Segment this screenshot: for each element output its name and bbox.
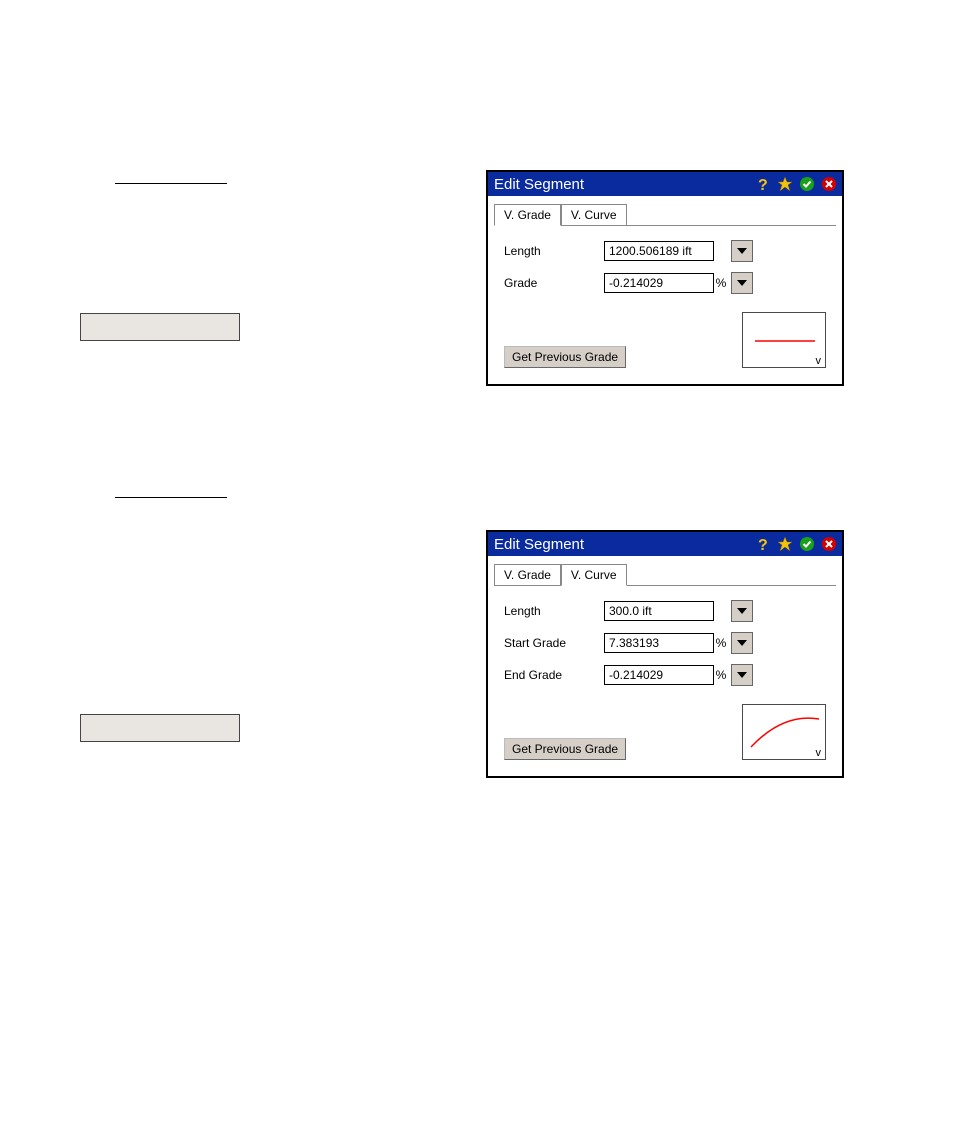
start-grade-input[interactable] xyxy=(604,633,714,653)
get-previous-grade-button[interactable]: Get Previous Grade xyxy=(504,346,626,368)
dialog-titlebar: Edit Segment ? xyxy=(488,172,842,196)
preview-box: v xyxy=(742,312,826,368)
form-area: Length Start Grade % End Grade % xyxy=(494,594,836,770)
decor-line-2 xyxy=(115,497,227,498)
star-icon[interactable] xyxy=(776,175,794,193)
help-icon[interactable]: ? xyxy=(754,175,772,193)
edit-segment-dialog-curve: Edit Segment ? V. Grade V. Curve Length xyxy=(486,530,844,778)
tab-v-curve[interactable]: V. Curve xyxy=(561,564,627,586)
start-grade-dropdown-button[interactable] xyxy=(731,632,753,654)
dialog-title: Edit Segment xyxy=(494,536,754,553)
tab-v-curve[interactable]: V. Curve xyxy=(561,204,627,225)
tab-v-grade[interactable]: V. Grade xyxy=(494,564,561,585)
svg-text:?: ? xyxy=(758,177,768,192)
end-grade-input[interactable] xyxy=(604,665,714,685)
tab-v-grade[interactable]: V. Grade xyxy=(494,204,561,226)
close-icon[interactable] xyxy=(820,535,838,553)
length-dropdown-button[interactable] xyxy=(731,600,753,622)
star-icon[interactable] xyxy=(776,535,794,553)
grade-row: Grade % xyxy=(504,272,826,294)
bottom-row: Get Previous Grade v xyxy=(504,312,826,368)
end-grade-row: End Grade % xyxy=(504,664,826,686)
length-input[interactable] xyxy=(604,601,714,621)
grade-dropdown-button[interactable] xyxy=(731,272,753,294)
length-dropdown-button[interactable] xyxy=(731,240,753,262)
close-icon[interactable] xyxy=(820,175,838,193)
start-grade-row: Start Grade % xyxy=(504,632,826,654)
end-grade-dropdown-button[interactable] xyxy=(731,664,753,686)
accept-icon[interactable] xyxy=(798,175,816,193)
start-grade-unit: % xyxy=(714,636,728,650)
dialog-body: V. Grade V. Curve Length Grade % xyxy=(488,196,842,384)
tab-row: V. Grade V. Curve xyxy=(494,202,836,226)
decor-box-1 xyxy=(80,313,240,341)
get-previous-grade-button[interactable]: Get Previous Grade xyxy=(504,738,626,760)
length-row: Length xyxy=(504,600,826,622)
svg-text:?: ? xyxy=(758,537,768,552)
decor-box-2 xyxy=(80,714,240,742)
accept-icon[interactable] xyxy=(798,535,816,553)
preview-axis-label: v xyxy=(816,747,822,759)
length-input[interactable] xyxy=(604,241,714,261)
length-row: Length xyxy=(504,240,826,262)
end-grade-unit: % xyxy=(714,668,728,682)
edit-segment-dialog-grade: Edit Segment ? V. Grade V. Curve Length xyxy=(486,170,844,386)
start-grade-label: Start Grade xyxy=(504,636,604,650)
form-area: Length Grade % Get Previous Grade xyxy=(494,234,836,378)
dialog-title: Edit Segment xyxy=(494,176,754,193)
preview-axis-label: v xyxy=(816,355,822,367)
preview-box: v xyxy=(742,704,826,760)
grade-input[interactable] xyxy=(604,273,714,293)
grade-unit: % xyxy=(714,276,728,290)
grade-label: Grade xyxy=(504,276,604,290)
length-label: Length xyxy=(504,604,604,618)
end-grade-label: End Grade xyxy=(504,668,604,682)
dialog-titlebar: Edit Segment ? xyxy=(488,532,842,556)
length-label: Length xyxy=(504,244,604,258)
dialog-body: V. Grade V. Curve Length Start Grade % xyxy=(488,556,842,776)
decor-line-1 xyxy=(115,183,227,184)
tab-row: V. Grade V. Curve xyxy=(494,562,836,586)
bottom-row: Get Previous Grade v xyxy=(504,704,826,760)
help-icon[interactable]: ? xyxy=(754,535,772,553)
